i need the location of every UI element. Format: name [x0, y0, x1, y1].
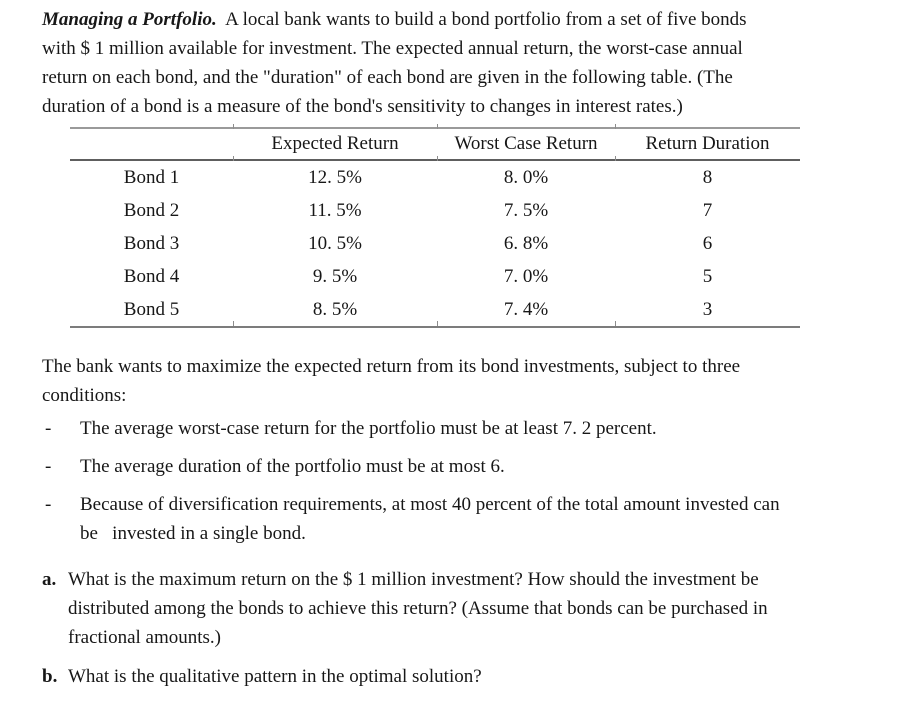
objective-line-1: The bank wants to maximize the expected … [42, 356, 741, 377]
condition-line: The average duration of the portfolio mu… [80, 456, 505, 477]
table-column-tick [437, 321, 438, 326]
condition-text: The average duration of the portfolio mu… [80, 452, 505, 481]
worst-case-return-value: 7. 0% [503, 266, 549, 287]
expected-return-value: 9. 5% [312, 266, 358, 287]
intro-line-3: return on each bond, and the "duration" … [42, 67, 733, 88]
return-duration-value: 6 [702, 233, 713, 254]
condition-line: Because of diversification requirements,… [80, 494, 780, 515]
table-row: Bond 1 12. 5% 8. 0% 8 [70, 161, 800, 194]
table-row: Bond 3 10. 5% 6. 8% 6 [70, 227, 800, 260]
worst-case-return-value: 7. 4% [503, 299, 549, 320]
objective-line-2: conditions: [42, 385, 127, 406]
intro-line-2: with $ 1 million available for investmen… [42, 38, 743, 59]
table-header-row: Expected Return Worst Case Return Return… [70, 129, 800, 161]
intro-line-4: duration of a bond is a measure of the b… [42, 96, 683, 117]
table-column-tick [233, 156, 234, 161]
return-duration-value: 7 [702, 200, 713, 221]
objective-paragraph: The bank wants to maximize the expected … [42, 352, 870, 410]
expected-return-value: 8. 5% [312, 299, 358, 320]
table-column-tick [233, 124, 234, 129]
header-return-duration: Return Duration [645, 133, 770, 154]
table-column-tick [615, 321, 616, 326]
problem-title: Managing a Portfolio. [42, 9, 217, 30]
question-b-text: What is the qualitative pattern in the o… [68, 662, 482, 691]
condition-duration: - The average duration of the portfolio … [42, 452, 870, 481]
dash-marker: - [45, 418, 52, 439]
expected-return-value: 12. 5% [308, 167, 362, 188]
table-row: Bond 4 9. 5% 7. 0% 5 [70, 260, 800, 293]
return-duration-value: 5 [702, 266, 713, 287]
header-worst-case-return: Worst Case Return [454, 133, 598, 154]
question-b: b. What is the qualitative pattern in th… [42, 662, 870, 691]
question-b-label: b. [42, 666, 58, 687]
table-column-tick [615, 124, 616, 129]
question-line: fractional amounts.) [68, 627, 222, 648]
table-row: Bond 2 11. 5% 7. 5% 7 [70, 194, 800, 227]
expected-return-value: 11. 5% [308, 200, 362, 221]
question-a: a. What is the maximum return on the $ 1… [42, 565, 870, 652]
condition-text: Because of diversification requirements,… [80, 490, 780, 548]
table-row: Bond 5 8. 5% 7. 4% 3 [70, 293, 800, 326]
table-column-tick [615, 156, 616, 161]
return-duration-value: 8 [702, 167, 713, 188]
header-expected-return: Expected Return [271, 133, 399, 154]
expected-return-value: 10. 5% [308, 233, 362, 254]
condition-line: The average worst-case return for the po… [80, 418, 657, 439]
question-a-label: a. [42, 569, 57, 590]
return-duration-value: 3 [702, 299, 713, 320]
bond-name: Bond 4 [123, 266, 180, 287]
bond-table: Expected Return Worst Case Return Return… [70, 124, 800, 328]
question-line: What is the maximum return on the $ 1 mi… [68, 569, 759, 590]
intro-line-1: Managing a Portfolio. A local bank wants… [42, 5, 870, 34]
intro-line-1-text: A local bank wants to build a bond portf… [216, 9, 747, 30]
bond-name: Bond 2 [123, 200, 180, 221]
worst-case-return-value: 6. 8% [503, 233, 549, 254]
bond-name: Bond 3 [123, 233, 180, 254]
bond-name: Bond 5 [123, 299, 180, 320]
condition-diversification: - Because of diversification requirement… [42, 490, 870, 548]
condition-line: be invested in a single bond. [80, 523, 306, 544]
table-column-tick [437, 156, 438, 161]
condition-text: The average worst-case return for the po… [80, 414, 657, 443]
worst-case-return-value: 7. 5% [503, 200, 549, 221]
dash-marker: - [45, 456, 52, 477]
question-a-text: What is the maximum return on the $ 1 mi… [68, 565, 768, 652]
dash-marker: - [45, 494, 52, 515]
question-line: What is the qualitative pattern in the o… [68, 666, 482, 687]
question-line: distributed among the bonds to achieve t… [68, 598, 768, 619]
intro-paragraph: Managing a Portfolio. A local bank wants… [42, 5, 870, 121]
table-column-tick [233, 321, 234, 326]
table-column-tick [437, 124, 438, 129]
worst-case-return-value: 8. 0% [503, 167, 549, 188]
condition-worst-case: - The average worst-case return for the … [42, 414, 870, 443]
bond-name: Bond 1 [123, 167, 180, 188]
header-empty [70, 129, 233, 159]
